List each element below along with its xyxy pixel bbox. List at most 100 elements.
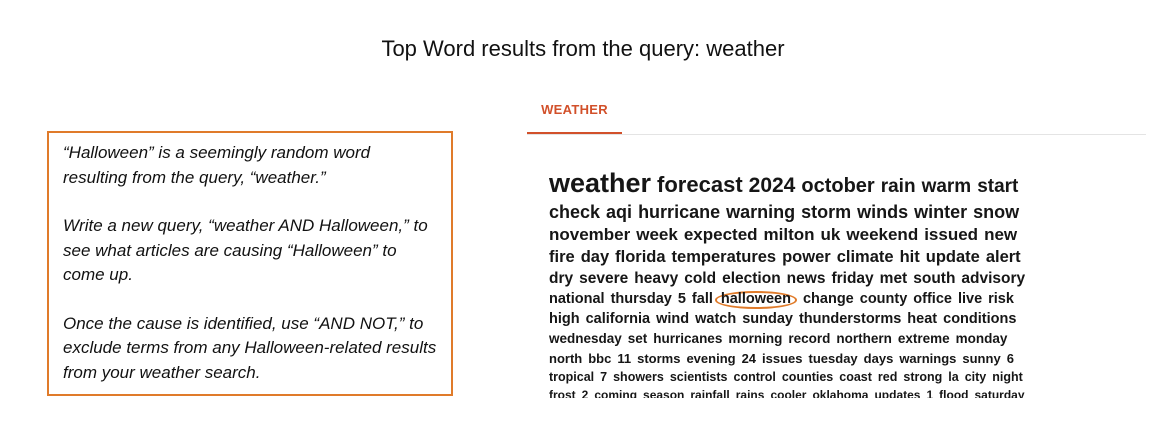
word-cloud-term-day[interactable]: day [580, 248, 610, 266]
word-cloud-term-california[interactable]: california [585, 311, 651, 327]
word-cloud-term-5[interactable]: 5 [677, 291, 686, 307]
word-cloud-term-morning[interactable]: morning [728, 331, 783, 346]
word-cloud-term-storms[interactable]: storms [637, 350, 681, 366]
word-cloud-term-thursday[interactable]: thursday [610, 291, 672, 307]
word-cloud-term-florida[interactable]: florida [615, 248, 666, 266]
word-cloud-term-advisory[interactable]: advisory [961, 270, 1026, 287]
word-cloud-term-conditions[interactable]: conditions [943, 311, 1017, 327]
word-cloud-term-weather[interactable]: weather [549, 168, 652, 198]
word-cloud-term-rains[interactable]: rains [735, 388, 765, 398]
word-cloud-term-milton[interactable]: milton [763, 225, 815, 244]
word-cloud-term-scientists[interactable]: scientists [669, 369, 728, 384]
word-cloud-term-snow[interactable]: snow [973, 202, 1020, 222]
word-cloud-term-cooler[interactable]: cooler [770, 388, 807, 398]
word-cloud-term-friday[interactable]: friday [831, 270, 874, 287]
word-cloud-term-11[interactable]: 11 [617, 350, 632, 366]
word-cloud-term-new[interactable]: new [984, 225, 1018, 244]
word-cloud-term-frost[interactable]: frost [549, 388, 576, 398]
word-cloud-term-office[interactable]: office [913, 291, 952, 307]
word-cloud-term-bbc[interactable]: bbc [588, 350, 612, 366]
word-cloud-term-aqi[interactable]: aqi [606, 202, 633, 222]
word-cloud-term-wednesday[interactable]: wednesday [549, 331, 622, 346]
word-cloud-term-november[interactable]: november [549, 225, 631, 244]
word-cloud-term-sunny[interactable]: sunny [962, 350, 1001, 366]
word-cloud-term-record[interactable]: record [788, 331, 831, 346]
word-cloud-term-tropical[interactable]: tropical [549, 369, 595, 384]
word-cloud-term-issues[interactable]: issues [762, 350, 803, 366]
word-cloud-term-coming[interactable]: coming [594, 388, 638, 398]
word-cloud-term-check[interactable]: check [549, 202, 601, 222]
word-cloud-term-risk[interactable]: risk [988, 291, 1014, 307]
word-cloud-term-tuesday[interactable]: tuesday [808, 350, 858, 366]
word-cloud-term-strong[interactable]: strong [903, 369, 943, 384]
word-cloud-term-season[interactable]: season [643, 388, 685, 398]
word-cloud-term-la[interactable]: la [948, 369, 959, 384]
word-cloud-term-winter[interactable]: winter [914, 202, 968, 222]
word-cloud-term-rainfall[interactable]: rainfall [690, 388, 730, 398]
word-cloud-term-7[interactable]: 7 [600, 369, 608, 384]
word-cloud-term-cold[interactable]: cold [684, 270, 717, 287]
word-cloud-term-set[interactable]: set [627, 331, 648, 346]
word-cloud-term-alert[interactable]: alert [985, 248, 1021, 266]
word-cloud-term-october[interactable]: october [801, 175, 875, 197]
word-cloud-term-coast[interactable]: coast [839, 369, 872, 384]
word-cloud-term-dry[interactable]: dry [549, 270, 574, 287]
word-cloud-term-sunday[interactable]: sunday [742, 311, 793, 327]
word-cloud-term-days[interactable]: days [863, 350, 894, 366]
word-cloud-term-heat[interactable]: heat [907, 311, 938, 327]
word-cloud-term-election[interactable]: election [722, 270, 781, 287]
word-cloud-term-north[interactable]: north [549, 350, 583, 366]
word-cloud-term-live[interactable]: live [957, 291, 983, 307]
word-cloud-term-national[interactable]: national [549, 291, 605, 307]
word-cloud-term-warm[interactable]: warm [921, 176, 972, 197]
word-cloud-term-weekend[interactable]: weekend [846, 225, 919, 244]
word-cloud-term-fire[interactable]: fire [549, 248, 575, 266]
word-cloud-term-city[interactable]: city [964, 369, 987, 384]
word-cloud-term-temperatures[interactable]: temperatures [671, 248, 777, 266]
word-cloud-term-met[interactable]: met [879, 270, 908, 287]
word-cloud-term-fall[interactable]: fall [691, 291, 713, 307]
word-cloud-term-halloween[interactable]: halloween [714, 291, 797, 309]
word-cloud-term-red[interactable]: red [877, 369, 898, 384]
word-cloud-term-control[interactable]: control [733, 369, 776, 384]
word-cloud-term-county[interactable]: county [859, 291, 908, 307]
word-cloud-term-expected[interactable]: expected [683, 225, 758, 244]
word-cloud-term-rain[interactable]: rain [880, 176, 916, 197]
word-cloud-term-climate[interactable]: climate [836, 248, 894, 266]
word-cloud-term-heavy[interactable]: heavy [634, 270, 679, 287]
word-cloud-term-1[interactable]: 1 [926, 388, 934, 398]
word-cloud-term-news[interactable]: news [786, 270, 826, 287]
word-cloud-term-flood[interactable]: flood [939, 388, 969, 398]
word-cloud-term-evening[interactable]: evening [686, 350, 736, 366]
word-cloud-term-showers[interactable]: showers [613, 369, 664, 384]
word-cloud-term-forecast[interactable]: forecast [657, 172, 743, 197]
word-cloud-term-warning[interactable]: warning [726, 202, 796, 222]
word-cloud-term-winds[interactable]: winds [857, 202, 909, 222]
word-cloud-term-issued[interactable]: issued [924, 225, 979, 244]
word-cloud-term-night[interactable]: night [992, 369, 1023, 384]
word-cloud-term-counties[interactable]: counties [781, 369, 834, 384]
word-cloud-term-hurricanes[interactable]: hurricanes [653, 331, 723, 346]
word-cloud-term-hit[interactable]: hit [899, 248, 920, 266]
word-cloud-term-saturday[interactable]: saturday [974, 388, 1025, 398]
word-cloud-term-northern[interactable]: northern [836, 331, 892, 346]
tab-weather[interactable]: WEATHER [527, 94, 622, 134]
word-cloud-term-6[interactable]: 6 [1006, 350, 1014, 366]
word-cloud-term-watch[interactable]: watch [695, 311, 737, 327]
word-cloud-term-uk[interactable]: uk [820, 225, 841, 244]
word-cloud-term-warnings[interactable]: warnings [899, 350, 957, 366]
word-cloud-term-south[interactable]: south [913, 270, 956, 287]
word-cloud-term-hurricane[interactable]: hurricane [638, 202, 721, 222]
word-cloud-term-updates[interactable]: updates [874, 388, 921, 398]
word-cloud-term-24[interactable]: 24 [741, 350, 757, 366]
word-cloud-term-change[interactable]: change [802, 291, 854, 307]
word-cloud-term-storm[interactable]: storm [801, 202, 852, 222]
word-cloud-term-2024[interactable]: 2024 [748, 174, 796, 197]
word-cloud-term-week[interactable]: week [636, 225, 678, 244]
word-cloud-term-2[interactable]: 2 [581, 388, 589, 398]
word-cloud-term-wind[interactable]: wind [656, 311, 690, 327]
word-cloud-term-oklahoma[interactable]: oklahoma [812, 388, 869, 398]
word-cloud-term-start[interactable]: start [977, 176, 1019, 197]
word-cloud-term-thunderstorms[interactable]: thunderstorms [798, 311, 902, 327]
word-cloud-term-extreme[interactable]: extreme [897, 331, 950, 346]
